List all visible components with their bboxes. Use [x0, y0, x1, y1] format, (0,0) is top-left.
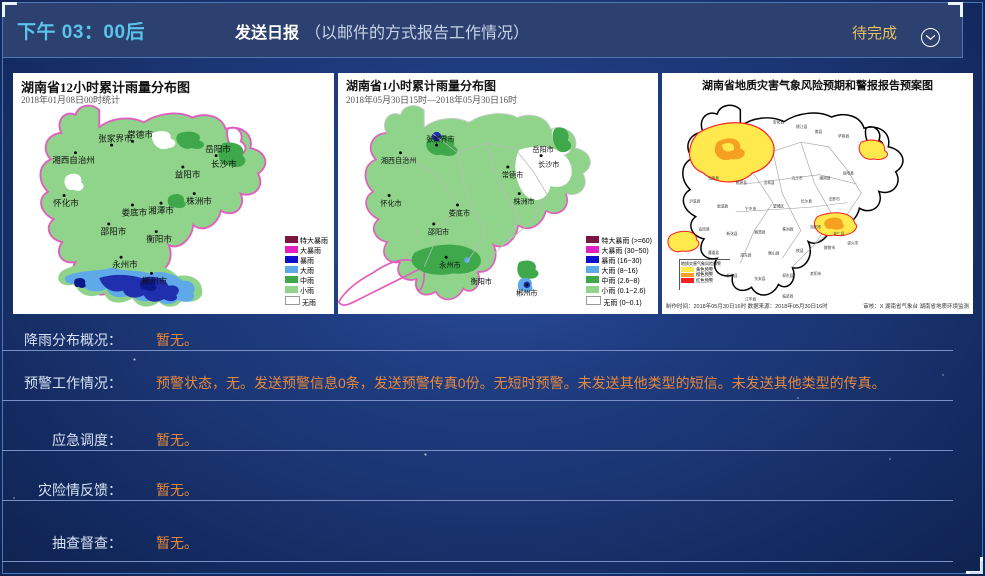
svg-text:湘西自治州: 湘西自治州 [381, 156, 417, 165]
svg-text:临武县: 临武县 [782, 293, 793, 298]
svg-text:新化县: 新化县 [726, 231, 737, 236]
svg-text:沅江市: 沅江市 [792, 175, 803, 180]
svg-text:长沙县: 长沙县 [801, 199, 812, 204]
svg-text:湘潭县: 湘潭县 [754, 229, 765, 234]
svg-text:株洲县: 株洲县 [782, 227, 793, 232]
svg-text:衡阳市: 衡阳市 [471, 277, 492, 286]
svg-text:岳阳市: 岳阳市 [205, 143, 231, 154]
svg-text:桃源县: 桃源县 [736, 180, 747, 185]
svg-text:长沙市: 长沙市 [211, 158, 237, 169]
svg-text:东安县: 东安县 [754, 276, 765, 281]
svg-text:安仁县: 安仁县 [833, 231, 844, 236]
svg-text:长沙市: 长沙市 [538, 160, 559, 169]
svg-text:怀化市: 怀化市 [380, 199, 401, 208]
svg-text:浏阳市: 浏阳市 [810, 225, 821, 230]
svg-text:衡阳市: 衡阳市 [146, 233, 172, 244]
svg-text:郴州市: 郴州市 [142, 275, 168, 286]
svg-text:衡山县: 衡山县 [768, 251, 779, 256]
svg-text:耒阳市: 耒阳市 [810, 271, 821, 276]
svg-text:常德市: 常德市 [127, 129, 153, 140]
svg-text:岳阳县: 岳阳县 [843, 171, 854, 176]
svg-text:永州市: 永州市 [439, 261, 460, 270]
svg-text:邵阳市: 邵阳市 [428, 227, 449, 236]
svg-text:湘西自治州: 湘西自治州 [52, 154, 95, 165]
svg-text:娄底市: 娄底市 [449, 208, 470, 217]
svg-text:株洲市: 株洲市 [513, 197, 534, 206]
svg-text:辰溪县: 辰溪县 [717, 203, 728, 208]
svg-text:永州市: 永州市 [112, 259, 138, 270]
svg-text:益阳市: 益阳市 [175, 168, 201, 179]
svg-text:常德市: 常德市 [502, 170, 523, 179]
svg-text:张家界市: 张家界市 [426, 134, 454, 143]
svg-text:桃江县: 桃江县 [796, 124, 807, 129]
svg-text:怀化市: 怀化市 [53, 197, 79, 208]
svg-text:宁乡市: 宁乡市 [745, 206, 756, 211]
svg-text:资兴市: 资兴市 [847, 240, 858, 245]
svg-text:通道县: 通道县 [708, 250, 719, 255]
svg-text:郴州市: 郴州市 [516, 288, 537, 297]
svg-text:株洲市: 株洲市 [186, 195, 212, 206]
svg-text:娄底市: 娄底市 [122, 206, 148, 217]
svg-text:泸溪县: 泸溪县 [689, 199, 700, 204]
svg-text:江华县: 江华县 [745, 296, 756, 301]
svg-text:汉寿县: 汉寿县 [764, 180, 775, 185]
svg-text:邵阳市: 邵阳市 [101, 225, 127, 236]
svg-text:醇陵市: 醇陵市 [824, 245, 835, 250]
svg-text:沅陵县: 沅陵县 [708, 175, 719, 180]
svg-text:华容县: 华容县 [838, 134, 849, 139]
svg-text:汨罗市: 汨罗市 [829, 197, 840, 202]
svg-text:祁东县: 祁东县 [782, 273, 793, 278]
svg-text:攸县: 攸县 [796, 248, 804, 253]
svg-text:邵东县: 邵东县 [740, 253, 751, 258]
svg-text:会同县: 会同县 [699, 227, 710, 232]
svg-text:岳阳市: 岳阳市 [532, 145, 553, 154]
svg-text:湘阴县: 湘阴县 [819, 175, 830, 180]
svg-text:南县: 南县 [815, 129, 823, 134]
svg-text:湘潭市: 湘潭市 [148, 205, 174, 216]
svg-text:安化县: 安化县 [773, 120, 784, 125]
svg-text:望城区: 望城区 [773, 203, 784, 208]
